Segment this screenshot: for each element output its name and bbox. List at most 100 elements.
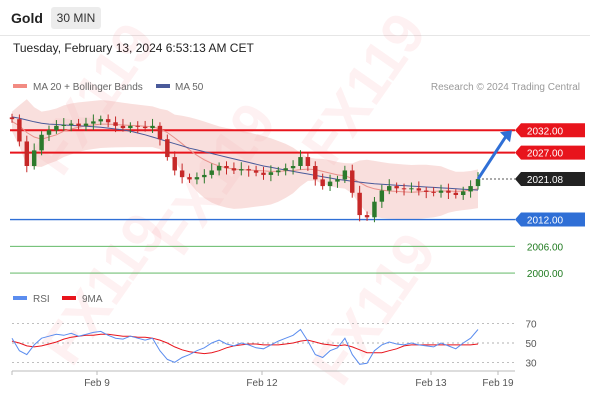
candle-body — [224, 166, 229, 169]
ma50-line — [11, 116, 479, 191]
level-tag — [515, 212, 585, 227]
candle-body — [253, 170, 259, 173]
x-tick-label: Feb 19 — [482, 378, 514, 389]
candle-body — [409, 188, 414, 190]
candle-body — [83, 123, 89, 126]
candle-body — [150, 125, 155, 129]
rsi-level-label: 70 — [525, 320, 537, 331]
credit-text: Research © 2024 Trading Central — [431, 82, 580, 93]
rsi-level-label: 50 — [525, 339, 537, 350]
candles — [9, 113, 481, 223]
candle-body — [387, 186, 392, 191]
candle-body — [157, 125, 163, 140]
candle-body — [194, 177, 200, 180]
level-label: 2032.00 — [527, 126, 564, 137]
watermark-text: FX119 — [299, 221, 448, 396]
rsi-ma-legend-swatch — [62, 296, 76, 300]
ma50-legend-label: MA 50 — [175, 82, 204, 93]
level-labels: 2032.00 2027.00 2021.08 2012.00 2006.00 2000.… — [515, 123, 585, 280]
level-lines — [10, 129, 515, 274]
candle-body — [261, 172, 266, 175]
candle-body — [179, 170, 185, 178]
candle-body — [216, 166, 222, 171]
projection-arrow-head — [500, 130, 512, 143]
candle-body — [31, 150, 37, 166]
candle-body — [313, 166, 318, 180]
candle-body — [298, 157, 303, 166]
candle-body — [135, 125, 140, 127]
level-label: 2027.00 — [527, 149, 564, 160]
rsi-legend-swatch — [13, 296, 27, 300]
candle-body — [335, 179, 340, 182]
candle-body — [76, 123, 81, 126]
candle-body — [438, 190, 444, 193]
level-label: 2021.08 — [527, 175, 564, 186]
candle-body — [105, 119, 111, 123]
candle-body — [24, 141, 30, 166]
candle-body — [364, 215, 370, 218]
candle-body — [46, 130, 52, 135]
candle-body — [128, 125, 133, 129]
rsi-line — [11, 328, 479, 365]
candle-body — [120, 125, 126, 129]
candle-body — [283, 168, 288, 171]
projection — [476, 130, 512, 180]
candle-body — [401, 188, 407, 190]
support-label: 2006.00 — [527, 242, 564, 253]
candle-body — [142, 126, 148, 129]
bollinger-legend-label: MA 20 + Bollinger Bands — [33, 82, 143, 93]
candle-body — [165, 139, 170, 158]
candle-body — [209, 170, 214, 175]
level-tag — [515, 145, 585, 160]
x-tick-label: Feb 12 — [246, 378, 278, 389]
candle-body — [54, 125, 59, 131]
header-bar: Gold 30 MIN — [0, 0, 590, 36]
rsi-level-label: 30 — [525, 358, 537, 369]
candle-body — [357, 192, 362, 216]
bollinger-legend-swatch — [13, 84, 27, 88]
candle-body — [460, 191, 466, 195]
candle-body — [9, 117, 15, 120]
candle-body — [268, 172, 274, 175]
rsi-ma-legend-label: 9MA — [82, 294, 103, 305]
candle-body — [61, 124, 66, 126]
rsi-legend-label: RSI — [33, 294, 50, 305]
projection-arrow-line — [476, 135, 508, 180]
candle-body — [446, 190, 451, 193]
rsi-panel: 70 50 30 — [11, 320, 537, 369]
candle-body — [172, 157, 177, 171]
candle-body — [39, 134, 44, 151]
timeframe-button[interactable]: 30 MIN — [51, 7, 101, 29]
timestamp: Tuesday, February 13, 2024 6:53:13 AM CE… — [13, 41, 254, 55]
candle-body — [468, 186, 473, 192]
ma20-line — [11, 120, 479, 193]
watermark-text: FX119 — [289, 1, 438, 176]
candle-body — [424, 190, 429, 192]
support-label: 2000.00 — [527, 269, 564, 280]
legend: MA 20 + Bollinger Bands MA 50 Research ©… — [13, 82, 580, 305]
candle-body — [327, 181, 333, 187]
candle-body — [372, 201, 377, 218]
candle-body — [290, 166, 296, 169]
candle-body — [342, 170, 348, 180]
candle-body — [305, 157, 311, 166]
candle-body — [431, 191, 436, 193]
candle-body — [202, 174, 207, 178]
candle-body — [350, 170, 355, 193]
candle-body — [17, 119, 22, 142]
candle-body — [231, 168, 237, 171]
candle-body — [379, 190, 385, 202]
candle-body — [246, 169, 251, 171]
instrument-title: Gold — [11, 10, 43, 26]
candle-body — [320, 179, 325, 187]
x-axis: Feb 9 Feb 12 Feb 13 Feb 19 — [11, 370, 515, 389]
candle-body — [68, 123, 74, 125]
candle-body — [475, 179, 481, 187]
candle-body — [416, 188, 422, 191]
candle-body — [91, 121, 96, 124]
level-tag — [515, 172, 585, 187]
level-label: 2012.00 — [527, 216, 564, 227]
candle-body — [394, 186, 399, 189]
moving-averages — [11, 116, 479, 193]
x-tick-label: Feb 13 — [415, 378, 447, 389]
